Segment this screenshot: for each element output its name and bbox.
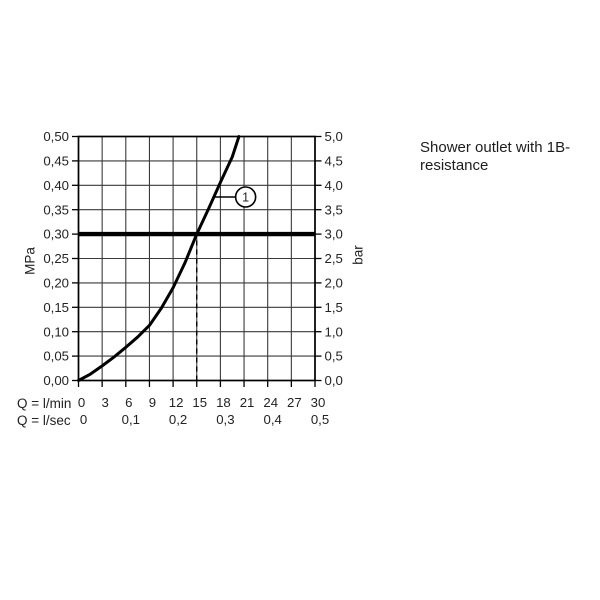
x-axis-label-lsec: Q = l/sec [17,413,71,428]
y-axis-unit-mpa: MPa [22,247,38,275]
x-tick-label-lsec: 0,2 [169,412,187,427]
x-tick-label-lmin: 27 [287,395,302,410]
y-left-tick-label: 0,40 [43,178,69,193]
y-right-tick-label: 0,5 [325,349,343,364]
y-left-tick-label: 0,25 [43,251,69,266]
x-tick-label-lmin: 9 [149,395,156,410]
x-tick-label-lmin: 0 [78,395,85,410]
x-axis-label-lmin: Q = l/min [17,396,72,411]
y-left-tick-label: 0,00 [43,373,69,388]
x-tick-label-lmin: 3 [101,395,108,410]
y-right-tick-label: 1,0 [325,324,343,339]
y-left-tick-label: 0,05 [43,349,69,364]
x-tick-label-lsec: 0,3 [216,412,234,427]
y-left-tick-label: 0,35 [43,202,69,217]
annotation-number: 1 [242,190,249,204]
x-tick-label-lsec: 0,4 [264,412,282,427]
y-axis-unit-bar: bar [350,245,366,265]
x-tick-label-lmin: 18 [216,395,231,410]
y-right-tick-label: 4,0 [325,178,343,193]
y-left-tick-label: 0,45 [43,154,69,169]
y-left-tick-label: 0,20 [43,276,69,291]
y-right-tick-label: 3,0 [325,227,343,242]
x-tick-label-lsec: 0 [80,412,87,427]
y-right-tick-label: 0,0 [325,373,343,388]
y-left-tick-label: 0,10 [43,324,69,339]
y-right-tick-label: 5,0 [325,129,343,144]
chart-title: Shower outlet with 1B-resistance [420,139,571,174]
y-right-tick-label: 2,0 [325,276,343,291]
flow-resistance-curve [77,135,241,382]
annotation-circle [234,186,257,208]
x-tick-label-lmin: 21 [240,395,255,410]
y-right-tick-label: 1,5 [325,300,343,315]
x-tick-label-lmin: 12 [169,395,184,410]
y-right-tick-label: 3,5 [325,202,343,217]
x-tick-label-lsec: 0,5 [311,412,329,427]
y-left-tick-label: 0,30 [43,227,69,242]
y-left-tick-label: 0,50 [43,129,69,144]
x-tick-label-lmin: 15 [192,395,207,410]
y-right-tick-label: 4,5 [325,154,343,169]
x-tick-label-lmin: 30 [311,395,326,410]
y-right-tick-label: 2,5 [325,251,343,266]
x-tick-label-lsec: 0,1 [122,412,140,427]
y-left-tick-label: 0,15 [43,300,69,315]
x-tick-label-lmin: 24 [263,395,278,410]
x-tick-label-lmin: 6 [125,395,132,410]
